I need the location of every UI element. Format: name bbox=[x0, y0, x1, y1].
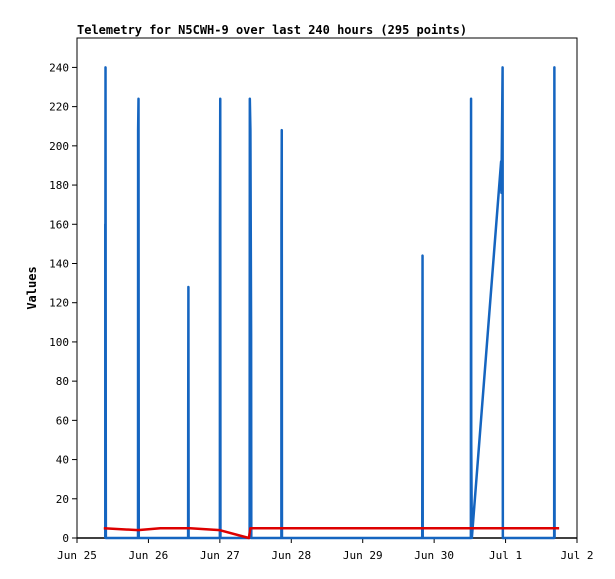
series-line-0 bbox=[104, 66, 556, 540]
y-tick-label: 40 bbox=[56, 454, 69, 467]
y-axis-title: Values bbox=[25, 266, 39, 309]
y-tick-label: 200 bbox=[49, 140, 69, 153]
x-tick-label: Jun 25 bbox=[57, 549, 97, 562]
y-tick-label: 80 bbox=[56, 375, 69, 388]
y-tick-label: 60 bbox=[56, 414, 69, 427]
y-tick-label: 100 bbox=[49, 336, 69, 349]
y-tick-label: 220 bbox=[49, 101, 69, 114]
y-tick-label: 160 bbox=[49, 218, 69, 231]
y-tick-label: 240 bbox=[49, 61, 69, 74]
x-tick-label: Jun 28 bbox=[271, 549, 311, 562]
y-tick-label: 20 bbox=[56, 493, 69, 506]
x-tick-label: Jul 1 bbox=[489, 549, 522, 562]
chart-title: Telemetry for N5CWH-9 over last 240 hour… bbox=[77, 23, 467, 37]
y-tick-label: 0 bbox=[62, 532, 69, 545]
x-tick-label: Jul 2 bbox=[560, 549, 593, 562]
x-tick-label: Jun 26 bbox=[129, 549, 169, 562]
y-tick-label: 140 bbox=[49, 257, 69, 270]
y-tick-label: 180 bbox=[49, 179, 69, 192]
series-line-1 bbox=[103, 526, 560, 540]
y-tick-label: 120 bbox=[49, 297, 69, 310]
x-tick-label: Jun 27 bbox=[200, 549, 240, 562]
x-tick-label: Jun 29 bbox=[343, 549, 383, 562]
x-tick-label: Jun 30 bbox=[414, 549, 454, 562]
